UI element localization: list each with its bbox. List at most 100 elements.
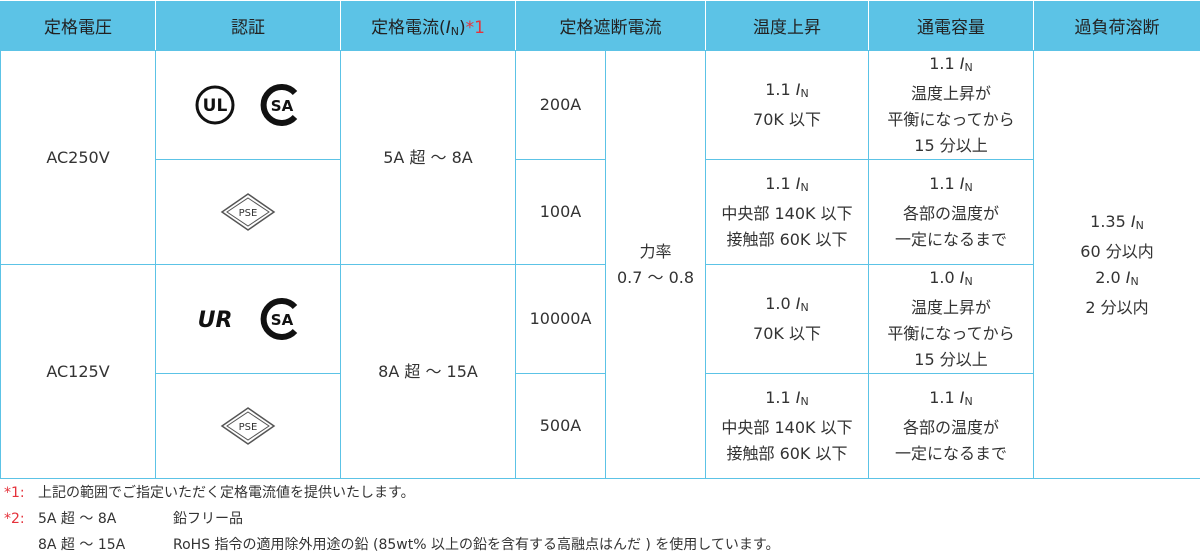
- value: 1.1: [765, 388, 791, 407]
- cell-line: 1.1 IN: [706, 171, 868, 201]
- capacity-cell: 1.1 IN 各部の温度が 一定になるまで: [868, 373, 1034, 479]
- value: 1.0: [765, 294, 791, 313]
- cell-line: 1.1 IN: [869, 171, 1033, 201]
- value: 1.35: [1090, 211, 1126, 231]
- subscript: N: [1135, 218, 1144, 232]
- logo-group: PSE: [156, 190, 340, 234]
- cell-line: 2.0 IN: [1034, 265, 1200, 295]
- cert-logo: UR: [198, 308, 233, 333]
- table-body: AC250V UL SA 5A 超 ～ 8A 200A 力率 0.7 ～ 0.8 1.1 IN…: [0, 50, 1200, 479]
- table-row: PSE 100A 1.1 IN 中央部 140K 以下 接触部 60K 以下 1.1 IN…: [1, 159, 1200, 265]
- cell-line: 1.1 IN: [869, 51, 1033, 81]
- temp-cell: 1.1 IN 中央部 140K 以下 接触部 60K 以下: [705, 373, 869, 479]
- logo-text: SA: [271, 97, 294, 115]
- cell-line: 各部の温度が: [902, 418, 999, 437]
- note-mark: *1:: [4, 485, 25, 501]
- capacity-cell: 1.1 IN 温度上昇が 平衡になってから 15 分以上: [868, 50, 1034, 160]
- spec-table: 定格電圧 認証 定格電流(IN)*1 定格遮断電流 温度上昇 通電容量 過負荷溶断 AC25…: [0, 0, 1200, 479]
- cell-line: 15 分以上: [914, 136, 988, 155]
- cell-line: 各部の温度が: [902, 204, 999, 223]
- symbol: I: [959, 388, 965, 407]
- cell-line: 1.1 IN: [869, 385, 1033, 415]
- cert-logo: SA: [260, 298, 298, 340]
- cell-line: 平衡になってから: [887, 324, 1015, 343]
- table-row: PSE 500A 1.1 IN 中央部 140K 以下 接触部 60K 以下 1.1 IN…: [1, 373, 1200, 479]
- breaking-cell: 10000A: [515, 264, 606, 374]
- note-mark: *2:: [4, 511, 25, 527]
- cell-line: 15 分以上: [914, 350, 988, 369]
- current-cell: 5A 超 ～ 8A: [340, 50, 516, 265]
- cert-logo: PSE: [220, 193, 276, 231]
- header-cell: 過負荷溶断: [1033, 0, 1200, 51]
- footnotes: *1: 上記の範囲でご指定いただく定格電流値を提供いたします。 *2: 5A 超 ～ …: [4, 480, 780, 558]
- symbol: I: [959, 174, 965, 193]
- cell-line: 一定になるまで: [894, 230, 1007, 249]
- note-text: RoHS 指令の適用除外用途の鉛 (85wt% 以上の鉛を含有する高融点はんだ …: [173, 537, 780, 553]
- subscript: N: [800, 87, 809, 100]
- symbol: I: [795, 80, 801, 99]
- symbol: I: [445, 18, 451, 38]
- current-cell: 8A 超 ～ 15A: [340, 264, 516, 479]
- header-text: 定格遮断電流: [559, 18, 662, 38]
- note-mark: [4, 532, 38, 558]
- symbol: I: [1130, 211, 1136, 231]
- logo-group: UR SA: [156, 297, 340, 341]
- logo-text: UR: [198, 308, 233, 333]
- header-text: 定格電流(: [371, 18, 446, 38]
- temp-cell: 1.0 IN 70K 以下: [705, 264, 869, 374]
- symbol: I: [959, 54, 965, 73]
- subscript: N: [1130, 274, 1139, 288]
- cell-line: 中央部 140K 以下: [721, 418, 853, 437]
- cert-cell: UR SA: [155, 264, 341, 374]
- note-ref: *1: [465, 18, 485, 38]
- value: 2.0: [1095, 267, 1121, 287]
- cell-line: 温度上昇が: [910, 298, 991, 317]
- cell-line: 力率: [639, 241, 672, 261]
- cert-cell: PSE: [155, 373, 341, 479]
- cert-logo: PSE: [220, 407, 276, 445]
- table-row: AC125V UR SA 8A 超 ～ 15A 10000A 1.0 IN 70K 以下 1.…: [0, 264, 1200, 479]
- symbol: I: [1125, 267, 1131, 287]
- header-text: 温度上昇: [753, 18, 821, 38]
- cell-line: 60 分以内: [1080, 241, 1154, 261]
- symbol: I: [795, 294, 801, 313]
- subscript: N: [800, 301, 809, 314]
- capacity-cell: 1.0 IN 温度上昇が平衡になってから 15 分以上: [868, 264, 1034, 374]
- cell-line: 接触部 60K 以下: [726, 230, 848, 249]
- subscript: N: [964, 181, 973, 194]
- subscript: N: [450, 25, 459, 38]
- value: 1.1: [765, 174, 791, 193]
- cell-line: 一定になるまで: [894, 444, 1007, 463]
- subscript: N: [964, 395, 973, 408]
- voltage-cell: AC250V: [0, 50, 156, 265]
- value: 1.1: [765, 80, 791, 99]
- symbol: I: [795, 388, 801, 407]
- header-text: 過負荷溶断: [1074, 18, 1160, 38]
- cell-line: 0.7 ～ 0.8: [616, 267, 695, 287]
- cell-line: 接触部 60K 以下: [726, 444, 848, 463]
- note-row: *1: 上記の範囲でご指定いただく定格電流値を提供いたします。: [4, 480, 780, 506]
- subscript: N: [800, 181, 809, 194]
- cell-line: 中央部 140K 以下: [721, 204, 853, 223]
- cell-line: 平衡になってから: [887, 110, 1015, 129]
- logo-group: PSE: [156, 404, 340, 448]
- value: 1.1: [929, 388, 955, 407]
- value: 1.1: [929, 174, 955, 193]
- value: 1.0: [929, 268, 955, 287]
- header-text: 定格電圧: [44, 18, 112, 38]
- symbol: I: [795, 174, 801, 193]
- header-cell: 定格遮断電流: [515, 0, 706, 51]
- logo-text: PSE: [239, 422, 258, 433]
- subscript: N: [964, 275, 973, 288]
- logo-text: PSE: [239, 208, 258, 219]
- cert-logo: SA: [260, 84, 298, 126]
- capacity-cell: 1.1 IN 各部の温度が 一定になるまで: [868, 159, 1034, 265]
- note-text: 上記の範囲でご指定いただく定格電流値を提供いたします。: [38, 485, 415, 501]
- logo-group: UL SA: [156, 83, 340, 127]
- header-cell: 定格電流(IN)*1: [340, 0, 516, 51]
- breaking-cell: 500A: [515, 373, 606, 479]
- cell-line: 1.0 IN: [869, 265, 1033, 295]
- logo-text: UL: [203, 96, 228, 116]
- overload-cell: 1.35 IN 60 分以内 2.0 IN 2 分以内: [1033, 50, 1200, 479]
